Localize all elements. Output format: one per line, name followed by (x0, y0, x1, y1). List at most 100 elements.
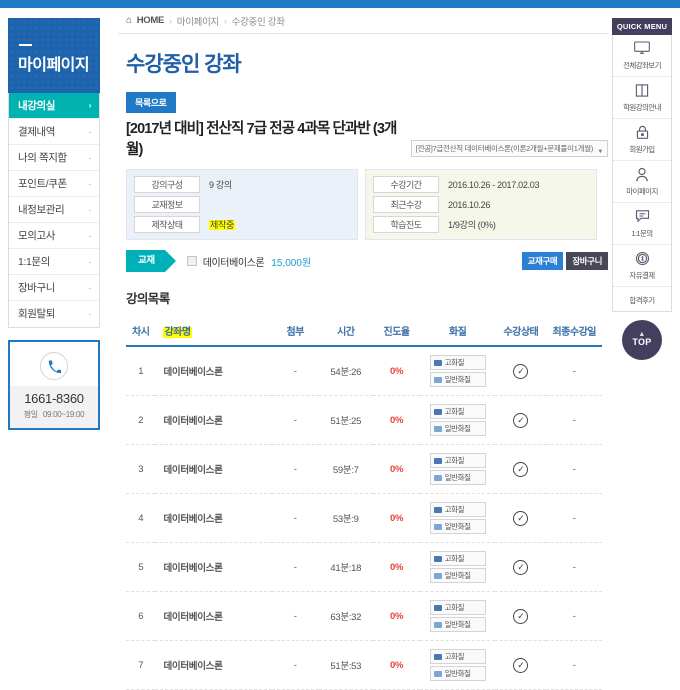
play-sd-button[interactable]: 일반화질 (429, 568, 486, 583)
header-name: 강좌명 (155, 317, 272, 347)
check-circle-icon[interactable]: ✓ (513, 608, 529, 624)
cell-name[interactable]: 데이터베이스론 (155, 542, 272, 592)
sidebar-menu: 내강의실 › 결제내역 - 나의 쪽지함 - 포인트/쿠폰 - 내정보관리 - 모의고사 -1:1문의… (8, 93, 100, 328)
buy-textbook-button[interactable]: 교재구매 (521, 252, 564, 270)
sidebar-header: 마이페이지 (8, 18, 100, 93)
monitor-icon (433, 670, 442, 677)
play-sd-label: 일반화질 (444, 473, 471, 482)
play-hd-button[interactable]: 고화질 (429, 404, 486, 419)
sidebar-item-2[interactable]: 나의 쪽지함 - (9, 145, 99, 171)
play-sd-button[interactable]: 일반화질 (429, 519, 486, 534)
cell-no: 6 (126, 591, 156, 641)
sidebar-item-5[interactable]: 모의고사 - (9, 223, 99, 249)
sidebar-item-3[interactable]: 포인트/쿠폰 - (9, 171, 99, 197)
breadcrumb-home[interactable]: HOME (136, 15, 165, 26)
quick-menu-item-label: 전체강좌보기 (623, 61, 661, 70)
textbook-price: 15,000원 (271, 257, 312, 269)
info-row-right-0: 수강기간 2016.10.26 - 2017.02.03 (373, 176, 589, 193)
check-circle-icon[interactable]: ✓ (513, 461, 529, 477)
page-title: 수강중인 강좌 (126, 53, 242, 76)
sidebar-item-6[interactable]: 1:1문의 - (9, 249, 99, 275)
info-label: 최근수강 (373, 196, 439, 213)
cell-no: 3 (126, 444, 156, 494)
sidebar-item-1[interactable]: 결제내역 - (9, 119, 99, 145)
contact-hours: 평일 09:00~19:00 (10, 409, 98, 420)
quick-menu-item-5[interactable]: 자유결제 (613, 245, 671, 287)
back-to-list-button[interactable]: 목록으로 (126, 92, 176, 113)
check-circle-icon[interactable]: ✓ (513, 559, 529, 575)
play-hd-button[interactable]: 고화질 (429, 600, 486, 615)
breadcrumb-separator: › (169, 15, 172, 26)
table-row[interactable]: 7 데이터베이스론 -51분:53 0% 고화질 일반화질 ✓ - (126, 640, 602, 690)
cell-progress: 0% (373, 542, 421, 592)
sidebar-item-marker: - (88, 152, 91, 163)
add-to-cart-button[interactable]: 장바구니 (566, 252, 608, 270)
sidebar-title: 마이페이지 (18, 57, 90, 74)
table-row[interactable]: 6 데이터베이스론 -63분:32 0% 고화질 일반화질 ✓ - (126, 591, 602, 641)
check-circle-icon[interactable]: ✓ (513, 657, 529, 673)
table-row[interactable]: 2 데이터베이스론 -51분:25 0% 고화질 일반화질 ✓ - (126, 395, 602, 445)
cell-name[interactable]: 데이터베이스론 (155, 640, 272, 690)
cell-name[interactable]: 데이터베이스론 (155, 444, 272, 494)
table-row[interactable]: 4 데이터베이스론 -53분:9 0% 고화질 일반화질 ✓ - (126, 493, 602, 543)
play-hd-button[interactable]: 고화질 (429, 649, 486, 664)
check-circle-icon[interactable]: ✓ (513, 510, 529, 526)
info-row-left-2: 제작상태 제작중 (134, 216, 350, 233)
breadcrumb-level2[interactable]: 마이페이지 (176, 16, 220, 28)
cell-last: - (546, 493, 602, 543)
coin-icon (613, 251, 671, 268)
check-circle-icon[interactable]: ✓ (513, 363, 529, 379)
course-info-right: 수강기간 2016.10.26 - 2017.02.03 최근수강 2016.10.2… (365, 169, 597, 240)
quick-menu-item-4[interactable]: 1:1문의 (613, 203, 671, 245)
person-icon (613, 167, 671, 184)
quick-menu-item-2[interactable]: 회원가입 (613, 119, 671, 161)
info-row-right-2: 학습진도 1/9강의 (0%) (373, 216, 589, 233)
quick-menu-item-1[interactable]: 학원강의안내 (613, 77, 671, 119)
sidebar-item-0[interactable]: 내강의실 › (9, 93, 99, 119)
play-sd-button[interactable]: 일반화질 (429, 666, 486, 681)
cell-progress: 0% (373, 591, 421, 641)
play-sd-button[interactable]: 일반화질 (429, 372, 486, 387)
quick-menu-item-3[interactable]: 마이페이지 (613, 161, 671, 203)
table-row[interactable]: 3 데이터베이스론 -59분:7 0% 고화질 일반화질 ✓ - (126, 444, 602, 494)
play-hd-button[interactable]: 고화질 (429, 453, 486, 468)
quick-menu-item-label: 합격후기 (629, 296, 655, 305)
top-button-label: TOP (632, 337, 652, 347)
play-sd-button[interactable]: 일반화질 (429, 421, 486, 436)
cell-name[interactable]: 데이터베이스론 (155, 346, 272, 396)
cell-attach: - (271, 346, 319, 396)
course-select[interactable]: [전공]7급전산직 데이터베이스론(이론2개월+문제풀이1개월) ▼ (410, 140, 608, 157)
cell-name[interactable]: 데이터베이스론 (155, 591, 272, 641)
quick-menu-item-6[interactable]: 합격후기 (613, 287, 671, 311)
play-sd-label: 일반화질 (444, 424, 471, 433)
table-row[interactable]: 1 데이터베이스론 -54분:26 0% 고화질 일반화질 ✓ - (126, 346, 602, 396)
quick-menu-item-0[interactable]: 전체강좌보기 (613, 35, 671, 77)
monitor-icon (433, 457, 442, 464)
lecture-list-title: 강의목록 (126, 292, 170, 306)
sidebar-item-8[interactable]: 회원탈퇴 - (9, 301, 99, 327)
info-row-left-0: 강의구성 9 강의 (134, 176, 350, 193)
cell-name[interactable]: 데이터베이스론 (155, 395, 272, 445)
play-hd-button[interactable]: 고화질 (429, 502, 486, 517)
play-sd-button[interactable]: 일반화질 (429, 617, 486, 632)
cell-progress: 0% (373, 346, 421, 396)
sidebar-item-7[interactable]: 장바구니 - (9, 275, 99, 301)
play-hd-button[interactable]: 고화질 (429, 551, 486, 566)
play-hd-button[interactable]: 고화질 (429, 355, 486, 370)
play-sd-button[interactable]: 일반화질 (429, 470, 486, 485)
sidebar-item-4[interactable]: 내정보관리 - (9, 197, 99, 223)
scroll-to-top-button[interactable]: ▲ TOP (622, 320, 662, 360)
sidebar-item-marker: - (88, 178, 91, 189)
check-circle-icon[interactable]: ✓ (513, 412, 529, 428)
textbook-checkbox[interactable] (186, 256, 197, 266)
table-row[interactable]: 5 데이터베이스론 -41분:18 0% 고화질 일반화질 ✓ - (126, 542, 602, 592)
cell-name[interactable]: 데이터베이스론 (155, 493, 272, 543)
monitor-icon (613, 41, 671, 58)
cell-no: 7 (126, 640, 156, 690)
